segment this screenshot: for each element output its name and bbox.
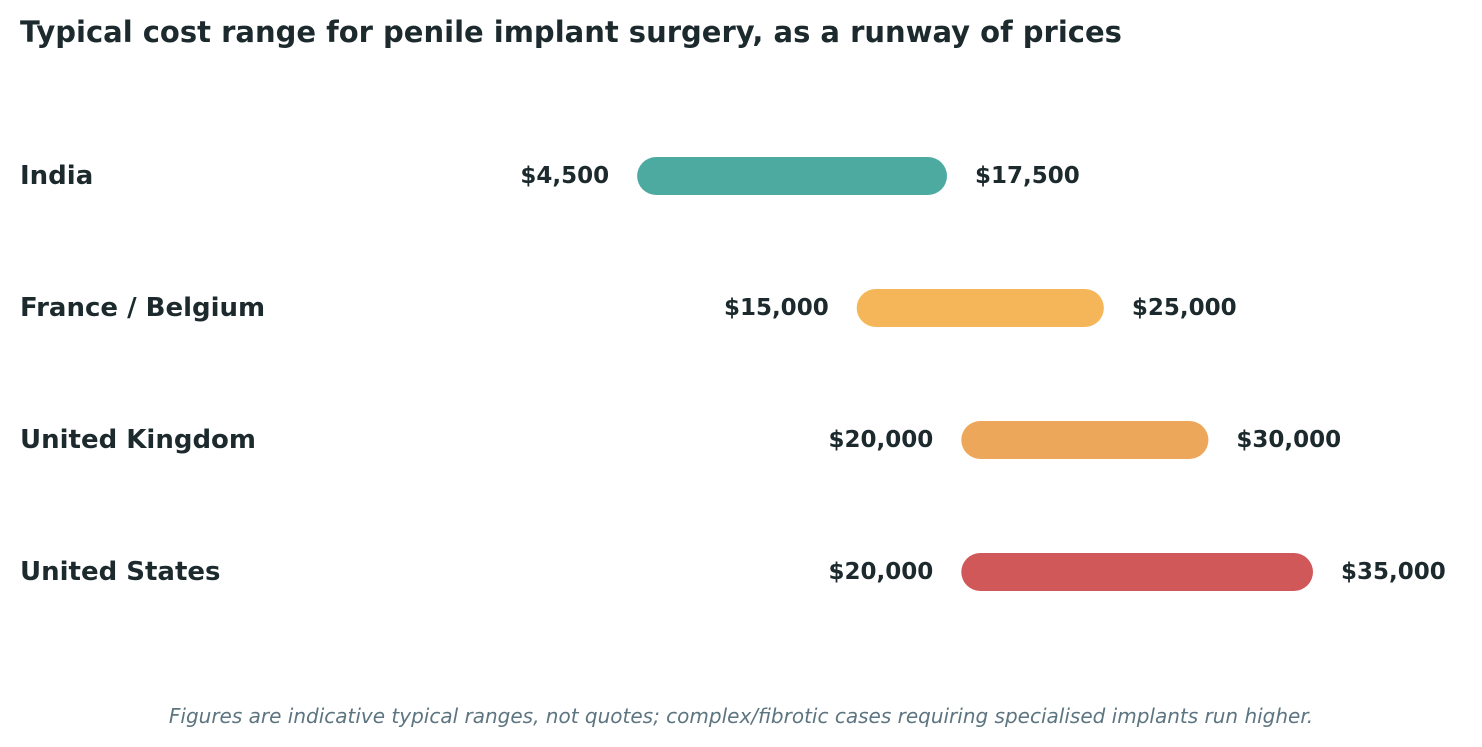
low-value-label-india: $4,500 <box>520 163 609 189</box>
high-value-label-united-states: $35,000 <box>1341 559 1446 585</box>
chart-title: Typical cost range for penile implant su… <box>20 15 1122 49</box>
range-row-france-belgium: France / Belgium $15,000 $25,000 <box>20 289 1237 327</box>
low-value-label-france-belgium: $15,000 <box>724 295 829 321</box>
low-value-label-united-kingdom: $20,000 <box>829 427 934 453</box>
range-row-united-kingdom: United Kingdom $20,000 $30,000 <box>20 421 1341 459</box>
category-label-france-belgium: France / Belgium <box>20 293 265 323</box>
category-label-united-states: United States <box>20 557 221 587</box>
high-value-label-india: $17,500 <box>975 163 1080 189</box>
range-bar-france-belgium <box>856 289 1104 327</box>
range-bar-united-states <box>961 553 1313 591</box>
chart-rows: India $4,500 $17,500 France / Belgium $15,00… <box>20 157 1446 591</box>
high-value-label-france-belgium: $25,000 <box>1132 295 1237 321</box>
high-value-label-united-kingdom: $30,000 <box>1236 427 1341 453</box>
range-bar-india <box>637 157 947 195</box>
low-value-label-united-states: $20,000 <box>829 559 934 585</box>
range-chart: India $4,500 $17,500 France / Belgium $15,00… <box>20 157 1446 591</box>
range-bar-united-kingdom <box>961 421 1209 459</box>
range-row-india: India $4,500 $17,500 <box>20 157 1080 195</box>
category-label-united-kingdom: United Kingdom <box>20 425 256 455</box>
chart-footnote: Figures are indicative typical ranges, n… <box>168 704 1314 728</box>
category-label-india: India <box>20 161 93 191</box>
range-row-united-states: United States $20,000 $35,000 <box>20 553 1446 591</box>
